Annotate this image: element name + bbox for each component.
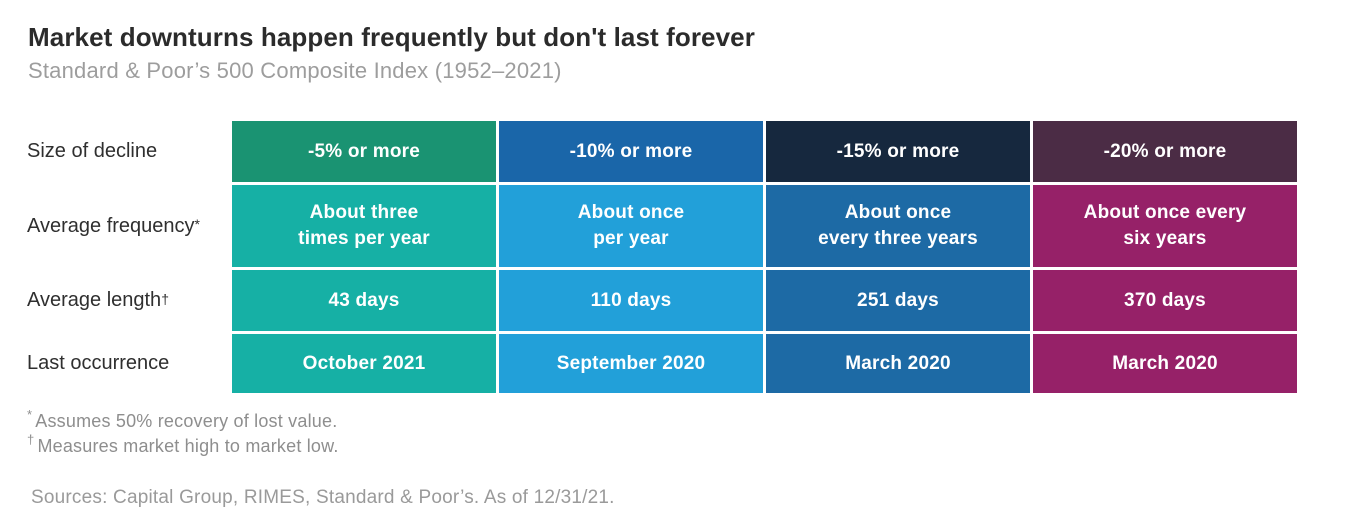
row-label-text: Average length xyxy=(27,289,162,311)
cell-decline-col1: -5% or more xyxy=(232,121,496,182)
cell-length-col3: 251 days xyxy=(766,270,1030,331)
cell-occurrence-col1: October 2021 xyxy=(232,334,496,393)
cell-frequency-col4: About once every six years xyxy=(1033,185,1297,267)
footnotes: * Assumes 50% recovery of lost value. † Me… xyxy=(27,407,339,459)
cell-decline-col2: -10% or more xyxy=(499,121,763,182)
cell-length-col1: 43 days xyxy=(232,270,496,331)
row-label-text: Last occurrence xyxy=(27,352,170,374)
footnote-marker: † xyxy=(27,432,35,447)
cell-occurrence-col2: September 2020 xyxy=(499,334,763,393)
row-label-last-occurrence: Last occurrence xyxy=(27,334,229,393)
row-label-text: Average frequency xyxy=(27,214,195,237)
cell-occurrence-col3: March 2020 xyxy=(766,334,1030,393)
footnote-marker: * xyxy=(27,407,33,422)
cell-length-col4: 370 days xyxy=(1033,270,1297,331)
footnote-asterisk: * Assumes 50% recovery of lost value. xyxy=(27,407,339,434)
cell-length-col2: 110 days xyxy=(499,270,763,331)
footnote-dagger: † Measures market high to market low. xyxy=(27,432,339,459)
cell-decline-col4: -20% or more xyxy=(1033,121,1297,182)
page-subtitle: Standard & Poor’s 500 Composite Index (1… xyxy=(28,58,562,83)
cell-frequency-col3: About once every three years xyxy=(766,185,1030,267)
cell-frequency-col1: About three times per year xyxy=(232,185,496,267)
downturns-table: Size of decline -5% or more -10% or more… xyxy=(27,121,1297,393)
sources-line: Sources: Capital Group, RIMES, Standard … xyxy=(31,487,615,508)
cell-decline-col3: -15% or more xyxy=(766,121,1030,182)
footnote-text: Measures market high to market low. xyxy=(37,436,339,456)
footnote-text: Assumes 50% recovery of lost value. xyxy=(35,411,338,431)
cell-occurrence-col4: March 2020 xyxy=(1033,334,1297,393)
cell-frequency-col2: About once per year xyxy=(499,185,763,267)
row-label-average-length: Average length † xyxy=(27,289,169,311)
row-label-size-of-decline: Size of decline xyxy=(27,121,229,182)
row-label-text: Size of decline xyxy=(27,140,158,162)
page-title: Market downturns happen frequently but d… xyxy=(28,22,755,52)
row-label-average-frequency: Average frequency * xyxy=(27,214,200,237)
